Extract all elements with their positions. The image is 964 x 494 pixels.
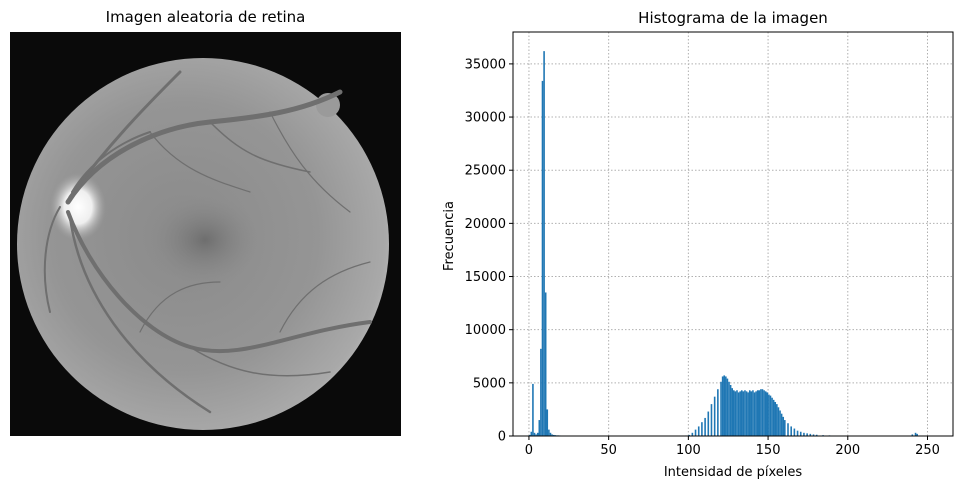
histogram-bar: [731, 388, 733, 436]
histogram-bar: [698, 426, 700, 436]
x-tick-label: 150: [756, 443, 781, 458]
histogram-bar: [747, 392, 749, 436]
x-tick-label: 50: [600, 443, 617, 458]
histogram-bar: [787, 423, 789, 436]
histogram-bar: [728, 382, 730, 436]
y-tick-label: 5000: [473, 376, 506, 391]
histogram-bar: [548, 430, 550, 436]
histogram-bar: [760, 389, 762, 436]
histogram-bar: [759, 390, 761, 436]
histogram-bar: [773, 400, 775, 436]
histogram-bar: [797, 431, 799, 436]
histogram-bar: [711, 404, 713, 436]
x-axis-label: Intensidad de píxeles: [664, 465, 803, 480]
histogram-bar: [781, 414, 783, 436]
histogram-bar: [765, 391, 767, 436]
y-tick-label: 10000: [465, 323, 506, 338]
y-tick-label: 15000: [465, 270, 506, 285]
histogram-bar: [768, 395, 770, 436]
chart-title: Histograma de la imagen: [638, 9, 828, 27]
histogram-bar: [720, 382, 722, 436]
histogram-bar: [736, 390, 738, 436]
histogram-bar: [727, 379, 729, 436]
histogram-bar: [784, 420, 786, 436]
histogram-bar: [778, 407, 780, 436]
histogram-bar: [707, 412, 709, 436]
histogram-bar: [723, 375, 725, 436]
histogram-bar: [539, 420, 541, 436]
histogram-bar: [739, 391, 741, 436]
histogram-bar: [790, 426, 792, 436]
histogram-bar: [543, 51, 545, 436]
histogram-bar: [733, 390, 735, 436]
y-tick-label: 35000: [465, 57, 506, 72]
axes-frame: [513, 32, 953, 436]
y-axis-label: Frecuencia: [442, 201, 457, 271]
x-tick-label: 100: [676, 443, 701, 458]
histogram-bar: [751, 391, 753, 436]
histogram-bar: [749, 390, 751, 436]
histogram-bar: [766, 392, 768, 436]
histogram-bar: [701, 422, 703, 436]
histogram-bar: [738, 392, 740, 436]
histogram-bar: [770, 396, 772, 436]
histogram-bar: [542, 81, 544, 436]
y-tick-label: 20000: [465, 217, 506, 232]
histogram-bar: [532, 384, 534, 436]
histogram-bar: [695, 430, 697, 436]
histogram-bar: [782, 417, 784, 436]
histogram-bar: [762, 389, 764, 436]
y-tick-label: 25000: [465, 164, 506, 179]
histogram-bar: [757, 390, 759, 436]
y-tick-label: 30000: [465, 111, 506, 126]
histogram-bar: [755, 391, 757, 436]
histogram-bar: [744, 390, 746, 436]
histogram-bar: [546, 409, 548, 436]
histogram-bar: [722, 376, 724, 436]
histogram-bar: [771, 398, 773, 436]
histogram-bar: [800, 432, 802, 436]
x-tick-label: 0: [525, 443, 533, 458]
histogram-bar: [704, 418, 706, 436]
histogram-bar: [746, 391, 748, 436]
histogram-bar: [540, 349, 542, 436]
histogram-bar: [714, 397, 716, 436]
bars-layer: [529, 51, 921, 436]
histogram-bar: [730, 385, 732, 436]
histogram-bar: [735, 391, 737, 436]
histogram-bar: [717, 389, 719, 436]
y-tick-label: 0: [498, 430, 506, 445]
histogram-bar: [752, 390, 754, 436]
histogram-bar: [741, 390, 743, 436]
histogram-bar: [763, 390, 765, 436]
histogram-bar: [754, 392, 756, 436]
x-tick-label: 250: [915, 443, 940, 458]
histogram-bar: [776, 404, 778, 436]
x-tick-label: 200: [835, 443, 860, 458]
histogram-bar: [774, 402, 776, 436]
histogram-bar: [794, 429, 796, 436]
grid-layer: [513, 32, 953, 436]
histogram-bar: [779, 410, 781, 436]
histogram-bar: [725, 376, 727, 436]
histogram-bar: [545, 292, 547, 436]
histogram-bar: [531, 432, 533, 436]
histogram-bar: [743, 391, 745, 436]
